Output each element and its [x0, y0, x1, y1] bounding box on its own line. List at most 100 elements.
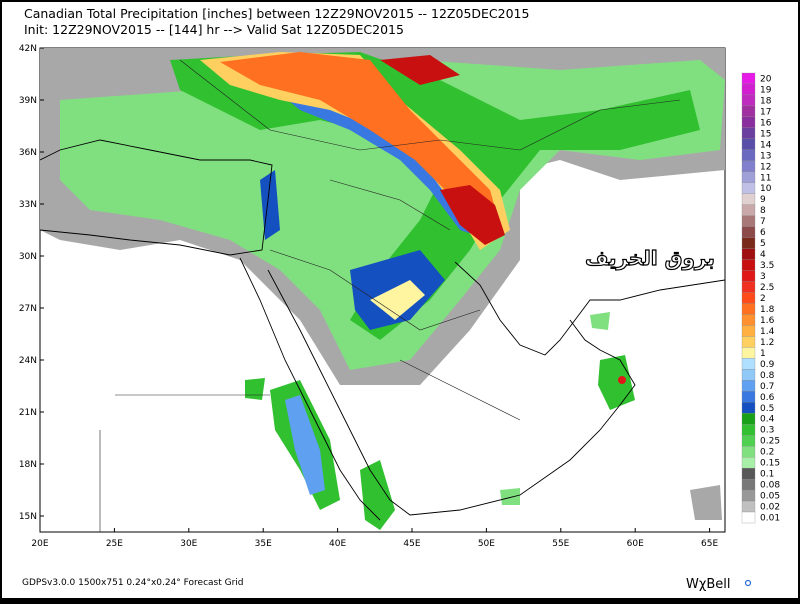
legend-swatch: [741, 226, 756, 238]
legend-swatch: [741, 248, 756, 260]
legend-swatch: [741, 204, 756, 216]
legend-label: 4: [760, 250, 766, 260]
legend-label: 1: [760, 349, 766, 359]
precip-field: [40, 48, 725, 530]
legend-swatch: [741, 402, 756, 414]
lat-label: 21N: [19, 408, 37, 418]
legend-swatch: [741, 424, 756, 436]
legend-label: 1.2: [760, 338, 774, 348]
legend-label: 2: [760, 294, 766, 304]
legend-swatch: [741, 413, 756, 425]
legend-swatch: [741, 511, 756, 524]
legend-label: 11: [760, 173, 771, 183]
legend-swatch: [741, 358, 756, 370]
legend-swatch: [741, 435, 756, 447]
watermark: بروق الخريف: [585, 246, 715, 270]
coastlines: [40, 59, 725, 532]
legend-label: 18: [760, 96, 772, 106]
legend-swatch: [741, 171, 756, 183]
legend-swatch: [741, 325, 756, 337]
lon-label: 25E: [106, 539, 123, 549]
legend-label: 3: [760, 272, 766, 282]
footer-info: GDPSv3.0.0 1500x751 0.24°x0.24° Forecast…: [22, 578, 244, 588]
legend-swatch: [741, 500, 756, 513]
lon-label: 60E: [627, 539, 644, 549]
legend-swatch: [741, 215, 756, 227]
legend-label: 0.08: [760, 481, 780, 491]
legend-swatch: [741, 489, 756, 502]
legend-label: 0.05: [760, 492, 780, 502]
legend-swatch: [741, 270, 756, 282]
legend-swatch: [741, 369, 756, 381]
legend-label: 20: [760, 74, 772, 84]
legend-label: 9: [760, 195, 766, 205]
legend-label: 7: [760, 217, 766, 227]
legend-swatch: [741, 83, 756, 96]
legend-swatch: [741, 160, 756, 172]
lat-label: 36N: [19, 148, 37, 158]
legend-swatch: [741, 281, 756, 293]
legend-swatch: [741, 72, 756, 85]
legend-swatch: [741, 467, 756, 480]
legend-label: 10: [760, 184, 772, 194]
legend-label: 0.02: [760, 503, 780, 513]
subtitle: Init: 12Z29NOV2015 -- [144] hr --> Valid…: [24, 22, 404, 37]
legend-label: 0.1: [760, 470, 774, 480]
legend-label: 15: [760, 129, 771, 139]
lat-label: 39N: [19, 96, 37, 106]
legend-label: 5: [760, 239, 766, 249]
legend-label: 19: [760, 85, 772, 95]
legend-label: 14: [760, 140, 772, 150]
legend-swatch: [741, 446, 756, 458]
title: Canadian Total Precipitation [inches] be…: [24, 6, 529, 21]
lon-label: 45E: [403, 539, 420, 549]
legend-label: 0.2: [760, 448, 774, 458]
lon-label: 30E: [180, 539, 197, 549]
legend-label: 2.5: [760, 283, 774, 293]
legend-label: 17: [760, 107, 771, 117]
legend-swatch: [741, 94, 756, 107]
lon-label: 50E: [478, 539, 495, 549]
legend-swatch: [741, 380, 756, 392]
brand: WχBell: [686, 577, 731, 592]
lon-label: 40E: [329, 539, 346, 549]
legend-swatch: [741, 138, 756, 150]
legend-label: 0.01: [760, 514, 780, 524]
legend-swatch: [741, 105, 756, 118]
legend-label: 0.3: [760, 426, 774, 436]
legend-swatch: [741, 149, 756, 161]
legend-label: 1.6: [760, 316, 775, 326]
legend-swatch: [741, 116, 756, 129]
legend-swatch: [741, 292, 756, 304]
legend-label: 13: [760, 151, 771, 161]
brand-dot: [744, 579, 752, 587]
legend-swatch: [741, 237, 756, 249]
legend-swatch: [741, 259, 756, 271]
lat-label: 27N: [19, 304, 37, 314]
legend-swatch: [741, 347, 756, 359]
legend-label: 3.5: [760, 261, 774, 271]
lat-labels: 42N 39N 36N 33N 30N 27N 24N 21N 18N 15N: [19, 44, 44, 522]
legend-swatch: [741, 182, 756, 194]
lon-label: 55E: [552, 539, 569, 549]
legend-label: 12: [760, 162, 771, 172]
legend-label: 1.8: [760, 305, 775, 315]
legend-label: 1.4: [760, 327, 775, 337]
legend-label: 0.25: [760, 437, 780, 447]
legend: 20191817161514131211109876543.532.521.81…: [741, 72, 780, 524]
legend-swatch: [741, 193, 756, 205]
lon-label: 20E: [31, 539, 48, 549]
legend-label: 0.5: [760, 404, 774, 414]
legend-label: 16: [760, 118, 772, 128]
lon-labels: 20E 25E 30E 35E 40E 45E 50E 55E 60E 65E: [31, 528, 718, 549]
legend-label: 0.4: [760, 415, 775, 425]
legend-label: 6: [760, 228, 766, 238]
legend-label: 0.9: [760, 360, 775, 370]
lat-label: 42N: [19, 44, 37, 54]
legend-swatch: [741, 336, 756, 348]
legend-label: 0.15: [760, 459, 780, 469]
lat-label: 18N: [19, 460, 37, 470]
legend-label: 0.7: [760, 382, 774, 392]
legend-label: 0.6: [760, 393, 775, 403]
